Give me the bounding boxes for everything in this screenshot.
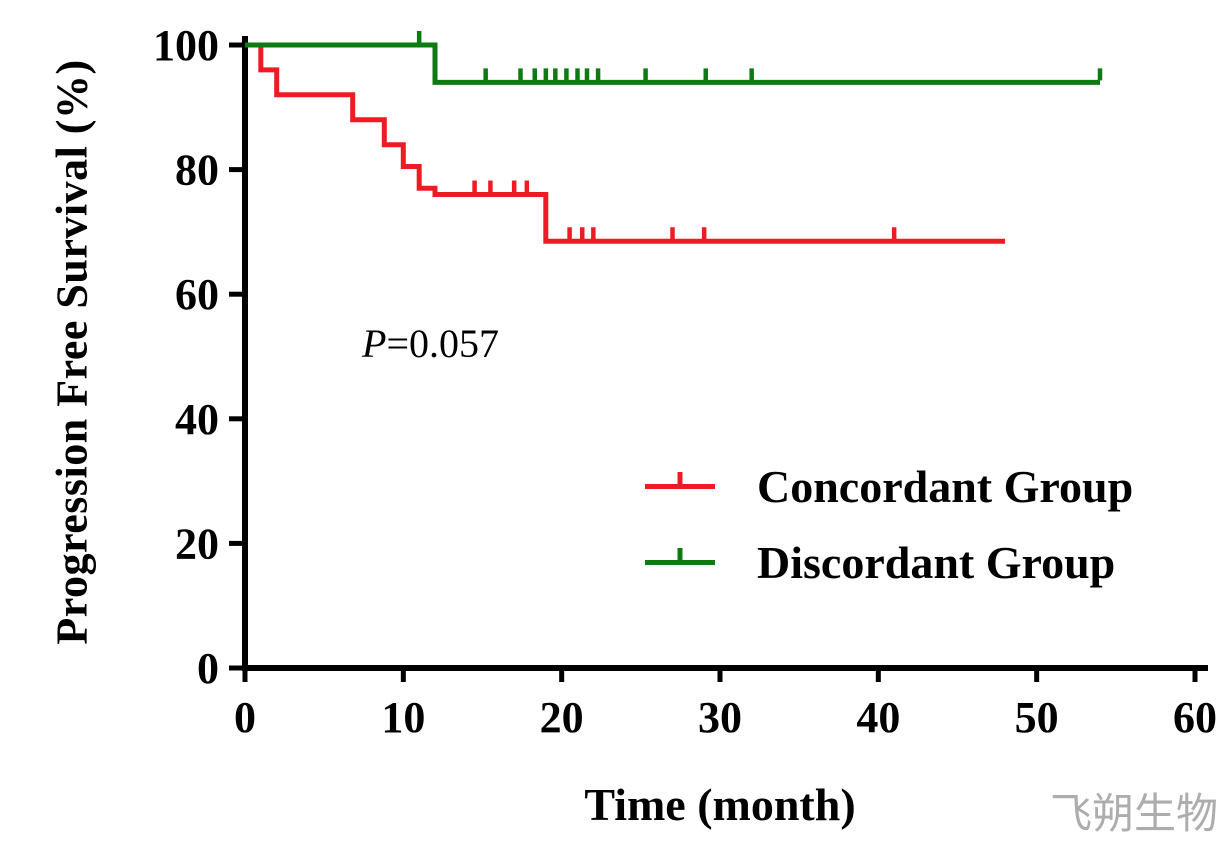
y-tick-label: 100 — [153, 21, 219, 70]
p-value-annotation: P=0.057 — [362, 320, 499, 367]
y-tick-label: 0 — [197, 644, 219, 693]
legend-item-concordant: Concordant Group — [645, 455, 1133, 517]
p-value-text: =0.057 — [386, 321, 499, 366]
legend-item-discordant: Discordant Group — [645, 531, 1133, 593]
series-line-discordant — [245, 42, 1100, 85]
y-tick-label: 20 — [175, 519, 219, 568]
x-tick-label: 20 — [540, 693, 584, 742]
legend-label-concordant: Concordant Group — [757, 460, 1134, 512]
x-tick-label: 0 — [234, 693, 256, 742]
discordant-line-marker — [645, 559, 715, 565]
legend: Concordant Group Discordant Group — [645, 455, 1133, 593]
series-line-concordant — [245, 42, 1005, 244]
watermark: 飞朔生物 — [1050, 792, 1218, 838]
y-tick-label: 80 — [175, 146, 219, 195]
y-tick-label: 40 — [175, 395, 219, 444]
x-tick-label: 10 — [381, 693, 425, 742]
p-symbol: P — [362, 321, 387, 366]
y-axis-title: Progression Free Survival (%) — [47, 59, 97, 645]
legend-label-discordant: Discordant Group — [757, 536, 1116, 588]
y-tick-label: 60 — [175, 270, 219, 319]
x-tick-label: 40 — [856, 693, 900, 742]
x-tick-label: 30 — [698, 693, 742, 742]
x-tick-label: 50 — [1015, 693, 1059, 742]
x-axis-title: Time (month) — [584, 779, 856, 830]
concordant-line-marker — [645, 483, 715, 489]
x-tick-label: 60 — [1173, 693, 1217, 742]
